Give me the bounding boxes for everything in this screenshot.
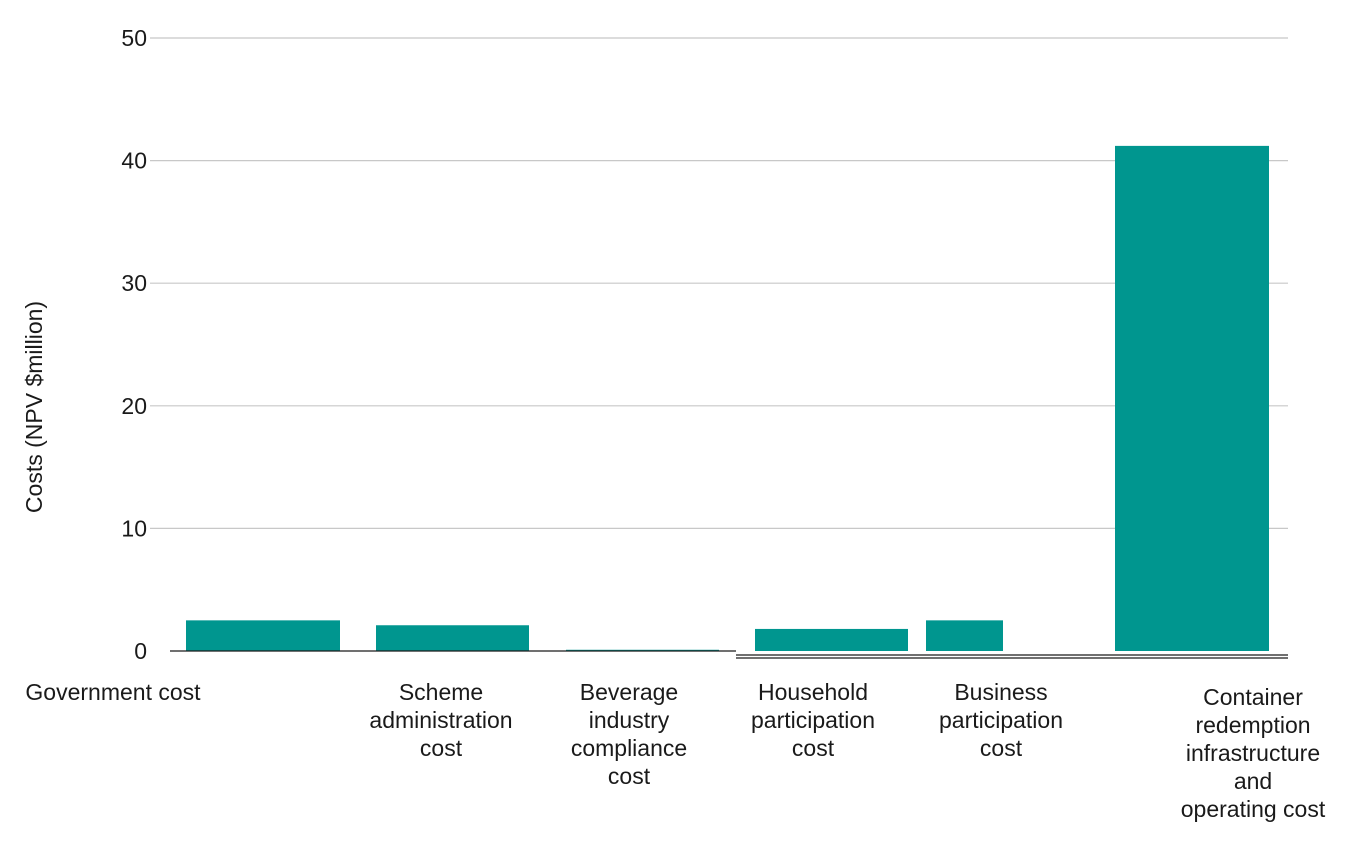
category-label-line: Beverage: [580, 679, 678, 705]
y-tick-label: 40: [121, 148, 147, 174]
category-label-line: cost: [980, 735, 1023, 761]
bar: [376, 625, 529, 651]
category-label-line: participation: [939, 707, 1063, 733]
category-label: Government cost: [25, 679, 201, 705]
category-label-line: compliance: [571, 735, 687, 761]
y-tick-label: 0: [134, 638, 147, 664]
category-label-line: administration: [369, 707, 512, 733]
category-label-line: redemption: [1195, 712, 1310, 738]
y-tick-label: 20: [121, 393, 147, 419]
y-tick-label: 50: [121, 25, 147, 51]
category-label: Beverage industry compliance cost: [571, 679, 687, 789]
category-label-line: cost: [420, 735, 463, 761]
category-label-line: Scheme: [399, 679, 483, 705]
axes: [170, 650, 1288, 659]
category-label-line: Household: [758, 679, 868, 705]
bar: [1115, 145, 1269, 651]
category-label-line: Government cost: [25, 679, 201, 705]
bars: [186, 145, 1269, 651]
category-label: Household participation cost: [751, 679, 875, 761]
category-label-line: infrastructure: [1186, 740, 1320, 766]
gridlines: [150, 37, 1288, 530]
category-label: Container redemption infrastructure and oper…: [1181, 684, 1326, 822]
bar: [186, 620, 340, 651]
category-label: Business participation cost: [939, 679, 1063, 761]
category-label-line: industry: [589, 707, 670, 733]
category-label-line: cost: [792, 735, 835, 761]
category-label-line: and: [1234, 768, 1272, 794]
y-axis-title: Costs (NPV $million): [21, 301, 47, 513]
category-label-line: Container: [1203, 684, 1303, 710]
bar: [566, 649, 719, 651]
category-label: Scheme administration cost: [369, 679, 512, 761]
y-tick-labels: 0 10 20 30 40 50: [121, 25, 147, 664]
category-label-line: Business: [954, 679, 1047, 705]
category-label-line: participation: [751, 707, 875, 733]
bar: [755, 628, 908, 651]
category-labels: Government cost Scheme administration costB…: [25, 679, 1325, 822]
y-tick-label: 30: [121, 270, 147, 296]
bar: [926, 620, 1003, 651]
category-label-line: operating cost: [1181, 796, 1326, 822]
y-tick-label: 10: [121, 515, 147, 541]
category-label-line: cost: [608, 763, 651, 789]
